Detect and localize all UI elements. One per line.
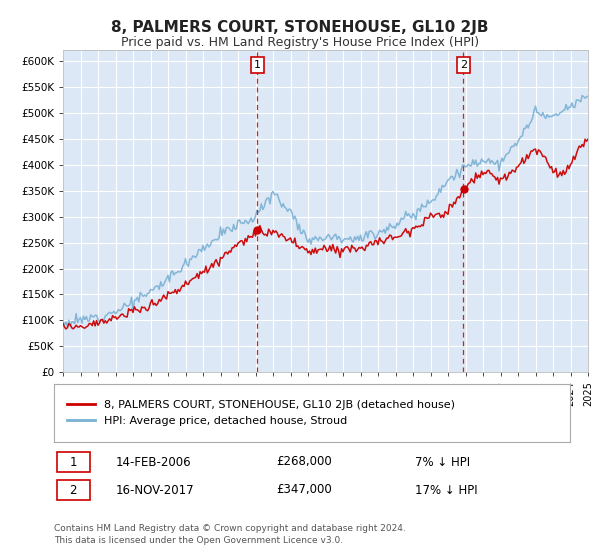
- Text: Price paid vs. HM Land Registry's House Price Index (HPI): Price paid vs. HM Land Registry's House …: [121, 36, 479, 49]
- Text: 16-NOV-2017: 16-NOV-2017: [116, 483, 194, 497]
- FancyBboxPatch shape: [56, 480, 90, 500]
- Text: 1: 1: [70, 455, 77, 469]
- Legend: 8, PALMERS COURT, STONEHOUSE, GL10 2JB (detached house), HPI: Average price, det: 8, PALMERS COURT, STONEHOUSE, GL10 2JB (…: [62, 395, 459, 431]
- Text: 2: 2: [460, 60, 467, 70]
- Text: 1: 1: [254, 60, 261, 70]
- Text: 2: 2: [70, 483, 77, 497]
- Text: Contains HM Land Registry data © Crown copyright and database right 2024.
This d: Contains HM Land Registry data © Crown c…: [54, 524, 406, 545]
- FancyBboxPatch shape: [56, 452, 90, 472]
- Text: 14-FEB-2006: 14-FEB-2006: [116, 455, 191, 469]
- Text: 7% ↓ HPI: 7% ↓ HPI: [415, 455, 470, 469]
- Text: £347,000: £347,000: [276, 483, 332, 497]
- Text: 17% ↓ HPI: 17% ↓ HPI: [415, 483, 478, 497]
- Text: 8, PALMERS COURT, STONEHOUSE, GL10 2JB: 8, PALMERS COURT, STONEHOUSE, GL10 2JB: [111, 20, 489, 35]
- Text: £268,000: £268,000: [276, 455, 332, 469]
